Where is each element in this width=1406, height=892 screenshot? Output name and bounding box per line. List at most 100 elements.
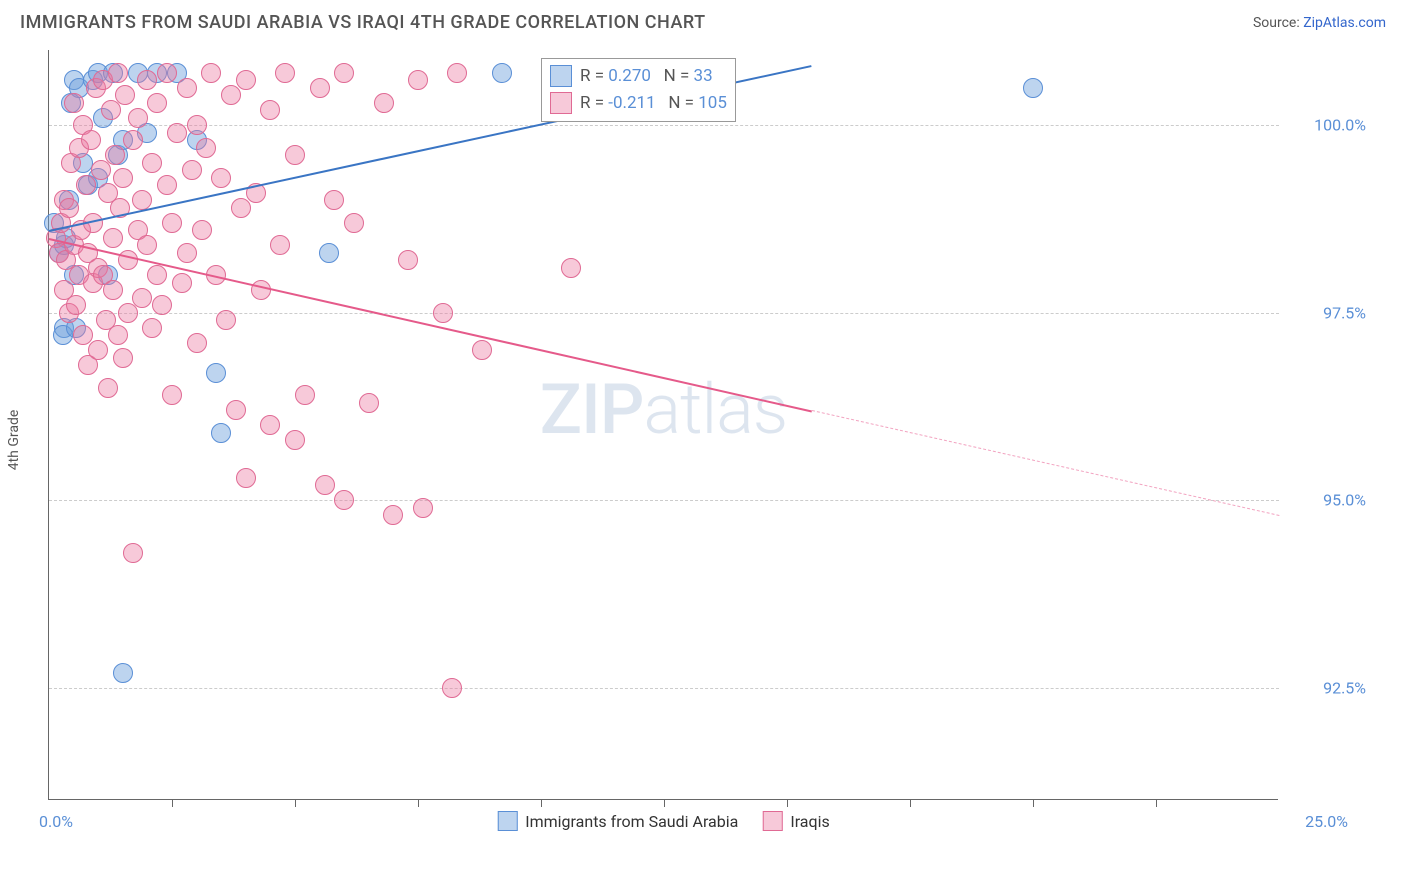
- watermark: ZIPatlas: [540, 369, 788, 451]
- watermark-zip: ZIP: [540, 369, 644, 451]
- data-point: [285, 430, 305, 450]
- y-axis-title: 4th Grade: [6, 410, 22, 471]
- data-point: [398, 250, 418, 270]
- x-tick: [1156, 799, 1157, 807]
- data-point: [1023, 78, 1043, 98]
- data-point: [211, 168, 231, 188]
- data-point: [192, 220, 212, 240]
- data-point: [201, 63, 221, 83]
- data-point: [285, 145, 305, 165]
- data-point: [196, 138, 216, 158]
- data-point: [187, 333, 207, 353]
- data-point: [91, 160, 111, 180]
- data-point: [319, 243, 339, 263]
- data-point: [118, 303, 138, 323]
- x-label-left: 0.0%: [39, 812, 73, 831]
- data-point: [447, 63, 467, 83]
- data-point: [334, 490, 354, 510]
- data-point: [142, 153, 162, 173]
- data-point: [101, 100, 121, 120]
- header-bar: IMMIGRANTS FROM SAUDI ARABIA VS IRAQI 4T…: [0, 0, 1406, 41]
- data-point: [334, 63, 354, 83]
- data-point: [408, 70, 428, 90]
- x-label-right: 25.0%: [1305, 812, 1348, 831]
- data-point: [66, 295, 86, 315]
- data-point: [221, 85, 241, 105]
- gridline: [49, 500, 1279, 501]
- legend-swatch: [497, 811, 517, 831]
- data-point: [359, 393, 379, 413]
- data-point: [123, 130, 143, 150]
- data-point: [206, 363, 226, 383]
- source-attribution: Source: ZipAtlas.com: [1253, 15, 1386, 31]
- x-tick: [1033, 799, 1034, 807]
- x-tick: [541, 799, 542, 807]
- stats-legend-row: R = 0.270 N = 33: [550, 63, 727, 90]
- trend-line: [49, 238, 812, 412]
- data-point: [231, 198, 251, 218]
- stats-legend: R = 0.270 N = 33R = -0.211 N = 105: [541, 58, 736, 122]
- x-tick: [418, 799, 419, 807]
- y-tick-label: 95.0%: [1286, 491, 1366, 510]
- legend-swatch: [550, 92, 572, 114]
- data-point: [236, 468, 256, 488]
- legend-item: Immigrants from Saudi Arabia: [497, 811, 738, 831]
- legend-swatch: [762, 811, 782, 831]
- data-point: [115, 85, 135, 105]
- data-point: [433, 303, 453, 323]
- data-point: [324, 190, 344, 210]
- data-point: [137, 235, 157, 255]
- source-link[interactable]: ZipAtlas.com: [1303, 15, 1386, 31]
- stats-legend-row: R = -0.211 N = 105: [550, 90, 727, 117]
- x-tick: [664, 799, 665, 807]
- data-point: [226, 400, 246, 420]
- data-point: [142, 318, 162, 338]
- data-point: [383, 505, 403, 525]
- data-point: [132, 288, 152, 308]
- y-tick-label: 100.0%: [1286, 116, 1366, 135]
- y-tick-label: 92.5%: [1286, 678, 1366, 697]
- data-point: [374, 93, 394, 113]
- data-point: [275, 63, 295, 83]
- data-point: [113, 348, 133, 368]
- data-point: [177, 243, 197, 263]
- data-point: [472, 340, 492, 360]
- data-point: [260, 415, 280, 435]
- chart-container: 4th Grade ZIPatlas 92.5%95.0%97.5%100.0%…: [48, 50, 1386, 830]
- data-point: [152, 295, 172, 315]
- chart-title: IMMIGRANTS FROM SAUDI ARABIA VS IRAQI 4T…: [20, 12, 706, 33]
- data-point: [315, 475, 335, 495]
- data-point: [442, 678, 462, 698]
- stats-text: R = -0.211 N = 105: [580, 90, 727, 117]
- data-point: [81, 130, 101, 150]
- data-point: [64, 93, 84, 113]
- x-tick: [910, 799, 911, 807]
- data-point: [260, 100, 280, 120]
- data-point: [310, 78, 330, 98]
- gridline: [49, 125, 1279, 126]
- stats-text: R = 0.270 N = 33: [580, 63, 713, 90]
- data-point: [113, 663, 133, 683]
- data-point: [108, 63, 128, 83]
- data-point: [59, 198, 79, 218]
- data-point: [187, 115, 207, 135]
- data-point: [182, 160, 202, 180]
- data-point: [76, 175, 96, 195]
- data-point: [236, 70, 256, 90]
- plot-area: ZIPatlas 92.5%95.0%97.5%100.0%0.0%25.0%R…: [48, 50, 1278, 800]
- data-point: [561, 258, 581, 278]
- data-point: [211, 423, 231, 443]
- gridline: [49, 688, 1279, 689]
- legend-label: Immigrants from Saudi Arabia: [525, 812, 738, 831]
- source-label: Source:: [1253, 15, 1300, 31]
- data-point: [216, 310, 236, 330]
- legend-label: Iraqis: [790, 812, 829, 831]
- data-point: [157, 175, 177, 195]
- x-tick: [295, 799, 296, 807]
- data-point: [108, 325, 128, 345]
- data-point: [123, 543, 143, 563]
- data-point: [105, 145, 125, 165]
- y-tick-label: 97.5%: [1286, 303, 1366, 322]
- data-point: [162, 385, 182, 405]
- data-point: [295, 385, 315, 405]
